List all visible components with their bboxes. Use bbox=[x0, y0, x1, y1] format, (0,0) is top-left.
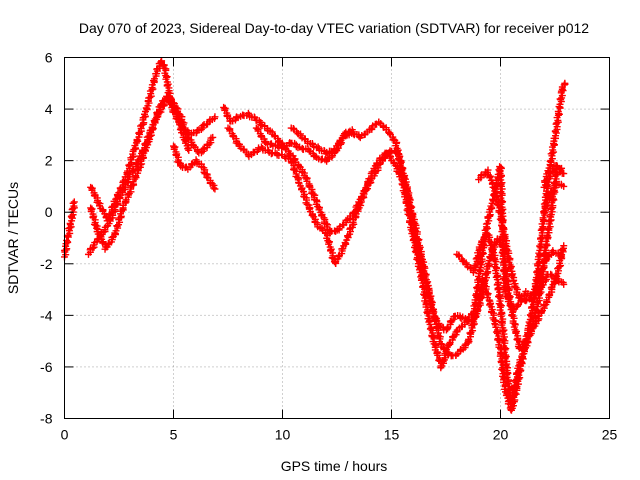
series-sat-a bbox=[61, 198, 78, 260]
y-tick-label: 4 bbox=[45, 101, 53, 117]
x-tick-label: 10 bbox=[275, 427, 291, 443]
data-point bbox=[71, 198, 78, 205]
y-axis-label: SDTVAR / TECUs bbox=[5, 182, 21, 294]
x-tick-label: 0 bbox=[61, 427, 69, 443]
data-series bbox=[61, 57, 568, 413]
data-point bbox=[548, 284, 555, 291]
sdtvar-chart: Day 070 of 2023, Sidereal Day-to-day VTE… bbox=[0, 0, 640, 480]
y-tick-label: 6 bbox=[45, 50, 53, 66]
y-tick-label: 0 bbox=[45, 204, 53, 220]
x-tick-label: 25 bbox=[602, 427, 618, 443]
x-tick-label: 20 bbox=[493, 427, 509, 443]
x-tick-label: 15 bbox=[384, 427, 400, 443]
chart-title: Day 070 of 2023, Sidereal Day-to-day VTE… bbox=[79, 20, 589, 36]
y-tick-label: -8 bbox=[40, 411, 53, 427]
series-sat-i bbox=[288, 125, 356, 158]
y-tick-label: -2 bbox=[40, 256, 53, 272]
y-tick-label: -6 bbox=[40, 359, 53, 375]
y-tick-label: 2 bbox=[45, 153, 53, 169]
series-sat-g bbox=[225, 125, 566, 372]
x-tick-label: 5 bbox=[170, 427, 178, 443]
x-axis-label: GPS time / hours bbox=[281, 458, 388, 474]
series-sat-b bbox=[87, 57, 218, 224]
y-tick-label: -4 bbox=[40, 307, 53, 323]
data-point bbox=[146, 94, 153, 101]
